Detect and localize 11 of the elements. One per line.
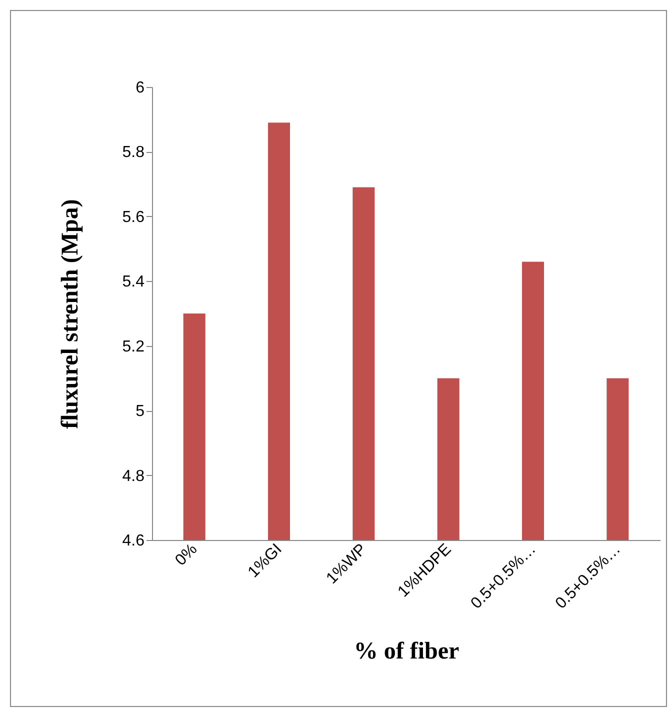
y-tick-label: 6 (136, 80, 145, 96)
y-tick-label: 5.4 (122, 274, 145, 291)
x-tick-label: 0% (172, 540, 201, 570)
y-axis-title: fluxurel strenth (Mpa) (57, 199, 84, 429)
y-tick-label: 5.2 (122, 338, 145, 356)
y-tick-label: 5.6 (122, 208, 145, 226)
y-tick-label: 5.8 (122, 144, 145, 162)
y-tick-label: 5 (136, 403, 145, 420)
y-tick-label: 4.6 (122, 532, 145, 550)
x-axis-title: % of fiber (354, 638, 460, 665)
y-tick-label: 4.8 (122, 468, 145, 485)
